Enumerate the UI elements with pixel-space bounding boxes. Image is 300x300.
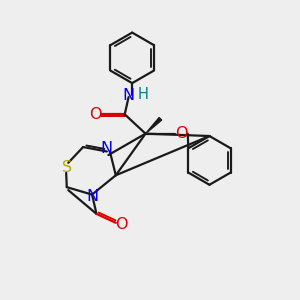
Text: O: O <box>175 126 188 141</box>
Text: N: N <box>86 189 98 204</box>
Polygon shape <box>146 118 162 134</box>
Text: N: N <box>101 141 113 156</box>
Text: O: O <box>115 217 128 232</box>
Text: N: N <box>122 88 134 103</box>
Text: H: H <box>137 87 148 102</box>
Text: S: S <box>62 160 72 175</box>
Text: O: O <box>89 107 102 122</box>
